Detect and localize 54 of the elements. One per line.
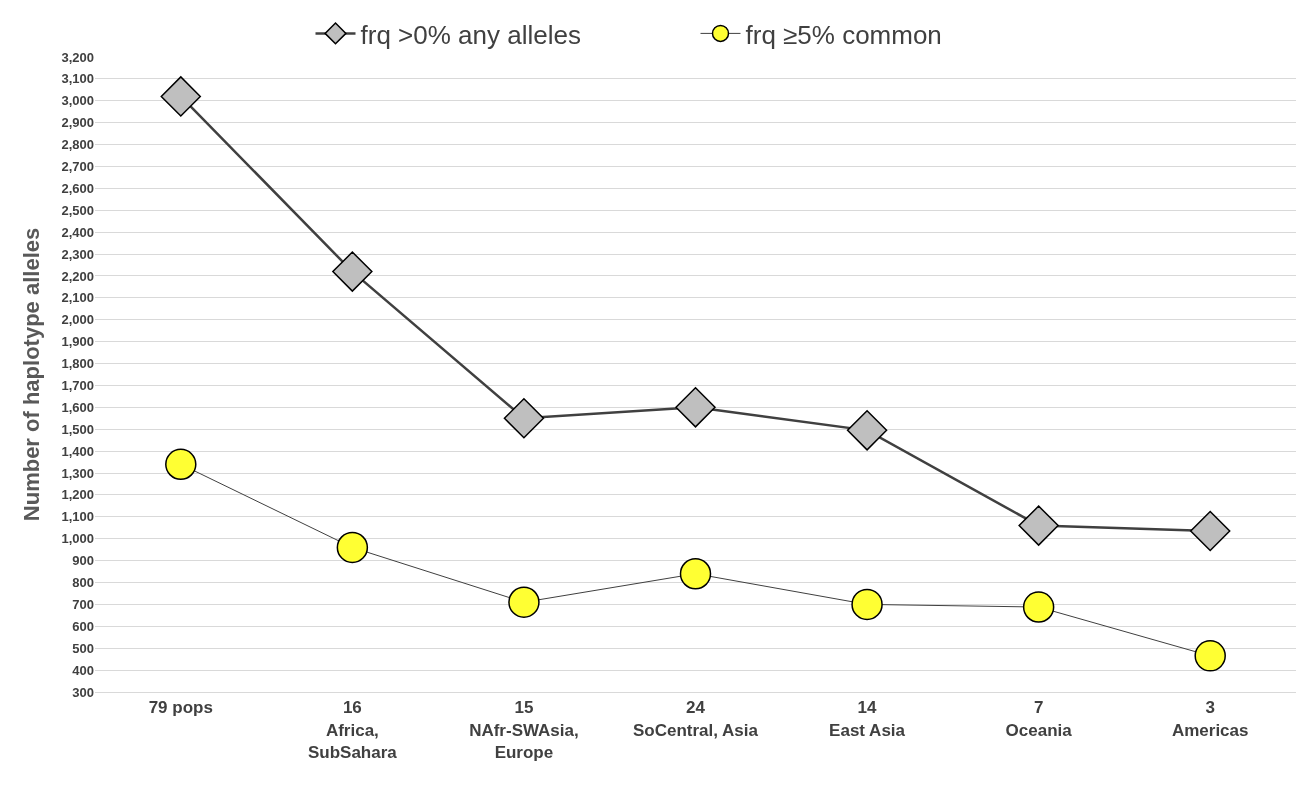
- y-tick-label: 3,100: [61, 71, 94, 87]
- point: [679, 558, 712, 590]
- y-tick-label: 1,300: [61, 465, 94, 481]
- point: [336, 531, 369, 564]
- y-tick-label: 1,200: [61, 487, 94, 503]
- point: [846, 410, 888, 451]
- y-tick-label: 900: [72, 553, 94, 569]
- y-tick-label: 2,900: [61, 115, 94, 131]
- y-tick-label: 300: [72, 684, 94, 700]
- point: [508, 586, 540, 618]
- x-tick-label: 7 Oceania: [1005, 698, 1073, 740]
- y-axis-title: Number of haplotype alleles: [19, 227, 45, 522]
- legend-label: frq ≥5% common: [745, 19, 942, 50]
- y-tick-label: 800: [72, 575, 94, 591]
- y-tick-label: 1,600: [61, 399, 94, 415]
- y-tick-label: 1,100: [61, 509, 94, 525]
- y-tick-label: 1,700: [61, 378, 94, 393]
- y-tick-label: 400: [72, 662, 94, 678]
- y-tick-label: 2,500: [61, 202, 94, 218]
- point: [1194, 640, 1226, 672]
- x-tick-label: 14 East Asia: [829, 698, 906, 740]
- point: [1189, 510, 1231, 552]
- y-tick-label: 2,300: [61, 246, 94, 262]
- y-tick-label: 1,900: [61, 334, 94, 350]
- point: [675, 387, 716, 428]
- y-tick-label: 2,000: [61, 312, 94, 328]
- point: [1018, 505, 1059, 546]
- y-tick-label: 600: [72, 618, 94, 634]
- y-tick-label: 2,600: [61, 180, 94, 196]
- y-tick-label: 500: [72, 640, 94, 656]
- x-tick-label: 79 pops: [148, 698, 213, 718]
- legend-label: frq >0% any alleles: [360, 19, 581, 50]
- point: [851, 588, 883, 621]
- point: [503, 398, 545, 439]
- y-tick-label: 2,400: [61, 224, 94, 240]
- y-tick-label: 2,100: [61, 290, 94, 306]
- x-tick-label: 15 NAfr-SWAsia, Europe: [469, 698, 579, 762]
- point: [165, 448, 197, 481]
- point: [160, 76, 202, 117]
- y-tick-label: 3,200: [61, 49, 94, 65]
- y-tick-label: 1,800: [61, 356, 94, 372]
- point: [1022, 591, 1055, 623]
- x-tick-label: 24 SoCentral, Asia: [632, 698, 759, 740]
- y-tick-label: 2,700: [61, 159, 94, 175]
- point: [332, 251, 373, 292]
- y-tick-label: 1,000: [61, 531, 94, 547]
- y-tick-label: 3,000: [61, 93, 94, 109]
- y-tick-label: 1,400: [61, 443, 94, 459]
- y-tick-label: 1,500: [61, 421, 94, 437]
- x-tick-label: 16 Africa, SubSahara: [307, 698, 398, 762]
- y-tick-label: 700: [72, 596, 94, 612]
- y-tick-label: 2,200: [61, 268, 94, 284]
- x-tick-label: 3 Americas: [1171, 698, 1249, 740]
- y-tick-label: 2,800: [61, 137, 94, 153]
